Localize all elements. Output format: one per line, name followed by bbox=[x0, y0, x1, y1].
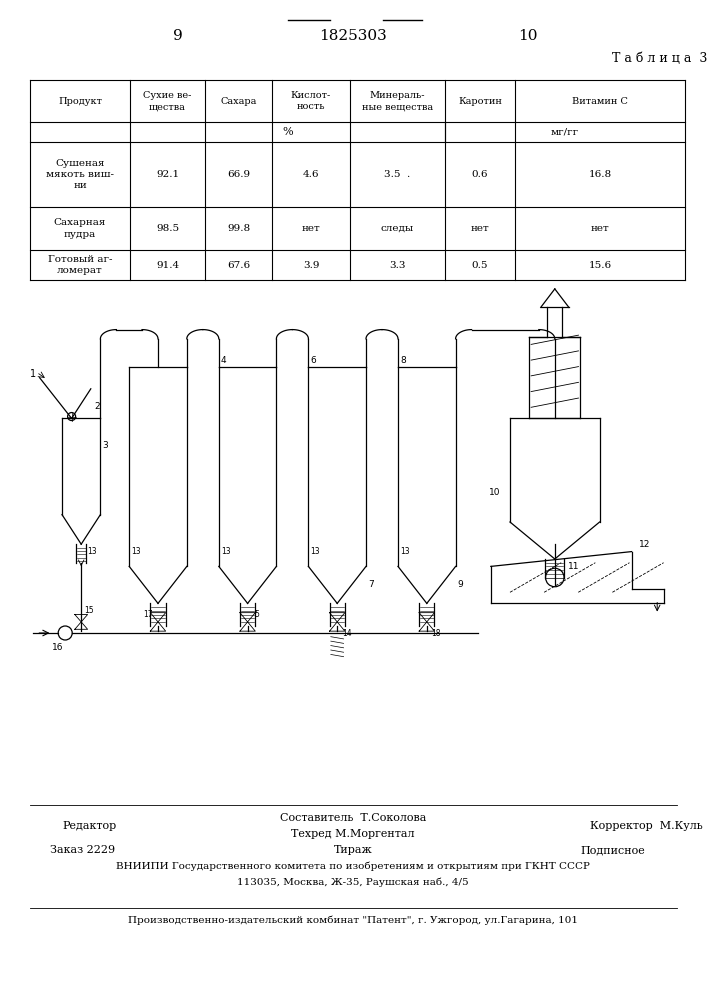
Text: Готовый аг-
ломерат: Готовый аг- ломерат bbox=[48, 255, 112, 275]
Text: ВНИИПИ Государственного комитета по изобретениям и открытиям при ГКНТ СССР: ВНИИПИ Государственного комитета по изоб… bbox=[116, 861, 590, 871]
Text: 3.9: 3.9 bbox=[303, 260, 320, 269]
Text: Сахара: Сахара bbox=[221, 97, 257, 105]
Text: Продукт: Продукт bbox=[58, 97, 102, 105]
Text: следы: следы bbox=[381, 224, 414, 233]
Text: Производственно-издательский комбинат "Патент", г. Ужгород, ул.Гагарина, 101: Производственно-издательский комбинат "П… bbox=[128, 915, 578, 925]
Text: 91.4: 91.4 bbox=[156, 260, 179, 269]
Text: 0.5: 0.5 bbox=[472, 260, 489, 269]
Text: 18: 18 bbox=[432, 629, 441, 638]
Text: 16.8: 16.8 bbox=[588, 170, 612, 179]
Text: 15.6: 15.6 bbox=[588, 260, 612, 269]
Text: нет: нет bbox=[302, 224, 320, 233]
Text: 13: 13 bbox=[221, 547, 230, 556]
Text: 7: 7 bbox=[368, 580, 374, 589]
Text: 10: 10 bbox=[518, 29, 538, 43]
Text: Подписное: Подписное bbox=[580, 845, 645, 855]
Text: 113035, Москва, Ж-35, Раушская наб., 4/5: 113035, Москва, Ж-35, Раушская наб., 4/5 bbox=[237, 877, 469, 887]
Text: Корректор  М.Куль: Корректор М.Куль bbox=[590, 821, 703, 831]
Text: 9: 9 bbox=[457, 580, 463, 589]
Text: Составитель  Т.Соколова: Составитель Т.Соколова bbox=[280, 813, 426, 823]
Text: 2: 2 bbox=[94, 402, 100, 411]
Text: 10: 10 bbox=[489, 488, 501, 497]
Text: 3.3: 3.3 bbox=[390, 260, 406, 269]
Text: 16: 16 bbox=[52, 643, 63, 652]
Text: 17: 17 bbox=[144, 610, 153, 619]
Text: Минераль-
ные вещества: Минераль- ные вещества bbox=[362, 91, 433, 111]
Text: 3: 3 bbox=[103, 441, 108, 450]
Text: мг/гг: мг/гг bbox=[551, 127, 579, 136]
Text: 66.9: 66.9 bbox=[227, 170, 250, 179]
Text: Сушеная
мякоть виш-
ни: Сушеная мякоть виш- ни bbox=[46, 159, 114, 190]
Text: 67.6: 67.6 bbox=[227, 260, 250, 269]
Text: Техред М.Моргентал: Техред М.Моргентал bbox=[291, 829, 415, 839]
Text: 1825303: 1825303 bbox=[319, 29, 387, 43]
Text: 13: 13 bbox=[88, 547, 98, 556]
Text: нет: нет bbox=[590, 224, 609, 233]
Text: 15: 15 bbox=[84, 606, 94, 615]
Text: Сахарная
пудра: Сахарная пудра bbox=[54, 218, 106, 239]
Text: Тираж: Тираж bbox=[334, 845, 373, 855]
Text: 9: 9 bbox=[173, 29, 183, 43]
Text: 98.5: 98.5 bbox=[156, 224, 179, 233]
Text: 13: 13 bbox=[400, 547, 409, 556]
Text: Редактор: Редактор bbox=[62, 821, 116, 831]
Text: 5: 5 bbox=[255, 610, 259, 619]
Text: Кислот-
ность: Кислот- ность bbox=[291, 91, 331, 111]
Text: 11: 11 bbox=[568, 562, 579, 571]
Text: 3.5  .: 3.5 . bbox=[385, 170, 411, 179]
Text: 14: 14 bbox=[342, 629, 351, 638]
Text: Каротин: Каротин bbox=[458, 97, 502, 105]
Text: Т а б л и ц а  3: Т а б л и ц а 3 bbox=[612, 51, 707, 64]
Text: 8: 8 bbox=[400, 356, 406, 365]
Text: нет: нет bbox=[471, 224, 489, 233]
Text: 13: 13 bbox=[131, 547, 141, 556]
Text: Витамин С: Витамин С bbox=[572, 97, 628, 105]
Text: 6: 6 bbox=[310, 356, 316, 365]
Text: Заказ 2229: Заказ 2229 bbox=[50, 845, 115, 855]
Text: 0.6: 0.6 bbox=[472, 170, 489, 179]
Text: Сухие ве-
щества: Сухие ве- щества bbox=[144, 91, 192, 111]
Text: 4: 4 bbox=[221, 356, 226, 365]
Text: 4.6: 4.6 bbox=[303, 170, 320, 179]
Text: 13: 13 bbox=[310, 547, 320, 556]
Text: %: % bbox=[282, 127, 293, 137]
Text: 1: 1 bbox=[30, 369, 36, 379]
Text: 12: 12 bbox=[638, 540, 650, 549]
Text: 92.1: 92.1 bbox=[156, 170, 179, 179]
Text: 99.8: 99.8 bbox=[227, 224, 250, 233]
